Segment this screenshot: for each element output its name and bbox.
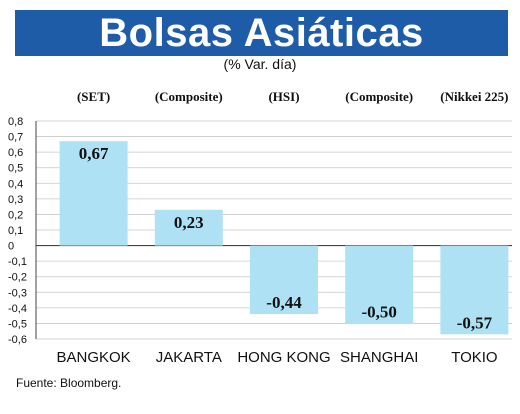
y-tick-label: 0,6 <box>8 147 23 159</box>
y-tick-label: -0,6 <box>8 334 27 346</box>
bar-jakarta <box>154 209 223 246</box>
y-tick-label: 0 <box>8 241 14 253</box>
data-label: -0,50 <box>361 302 396 321</box>
bar-bangkok <box>59 141 128 246</box>
y-tick-label: -0,1 <box>8 256 27 268</box>
x-tick-label: JAKARTA <box>156 349 222 366</box>
y-tick-label: 0,7 <box>8 132 23 144</box>
index-label: (Composite) <box>345 89 413 104</box>
index-label: (SET) <box>77 89 110 104</box>
index-label: (Nikkei 225) <box>440 89 508 104</box>
x-tick-label: TOKIO <box>451 349 497 366</box>
y-tick-label: -0,4 <box>8 303 27 315</box>
y-tick-label: 0,3 <box>8 194 23 206</box>
bar-shanghai <box>345 245 414 324</box>
index-label: (Composite) <box>155 89 223 104</box>
bar-tokio <box>440 245 509 335</box>
title-banner: Bolsas Asiáticas <box>15 10 508 56</box>
x-tick-label: SHANGHAI <box>340 349 418 366</box>
bar-hong-kong <box>250 245 318 315</box>
y-tick-label: -0,2 <box>8 272 27 284</box>
data-label: -0,44 <box>266 293 302 312</box>
data-label: 0,67 <box>79 144 109 163</box>
y-tick-label: 0,1 <box>8 225 23 237</box>
chart-title: Bolsas Asiáticas <box>99 11 424 55</box>
data-label: 0,23 <box>174 213 204 232</box>
y-tick-label: 0,4 <box>8 178 23 190</box>
data-label: -0,57 <box>457 313 493 332</box>
x-tick-label: HONG KONG <box>237 349 330 366</box>
index-label: (HSI) <box>268 89 299 104</box>
y-tick-label: -0,5 <box>8 318 27 330</box>
y-tick-label: -0,3 <box>8 287 27 299</box>
x-tick-label: BANGKOK <box>57 349 131 366</box>
y-tick-label: 0,5 <box>8 163 23 175</box>
source-note: Fuente: Bloomberg. <box>16 376 122 390</box>
y-tick-label: 0,8 <box>8 116 23 128</box>
chart-subtitle: (% Var. día) <box>223 56 297 72</box>
y-tick-label: 0,2 <box>8 209 23 221</box>
